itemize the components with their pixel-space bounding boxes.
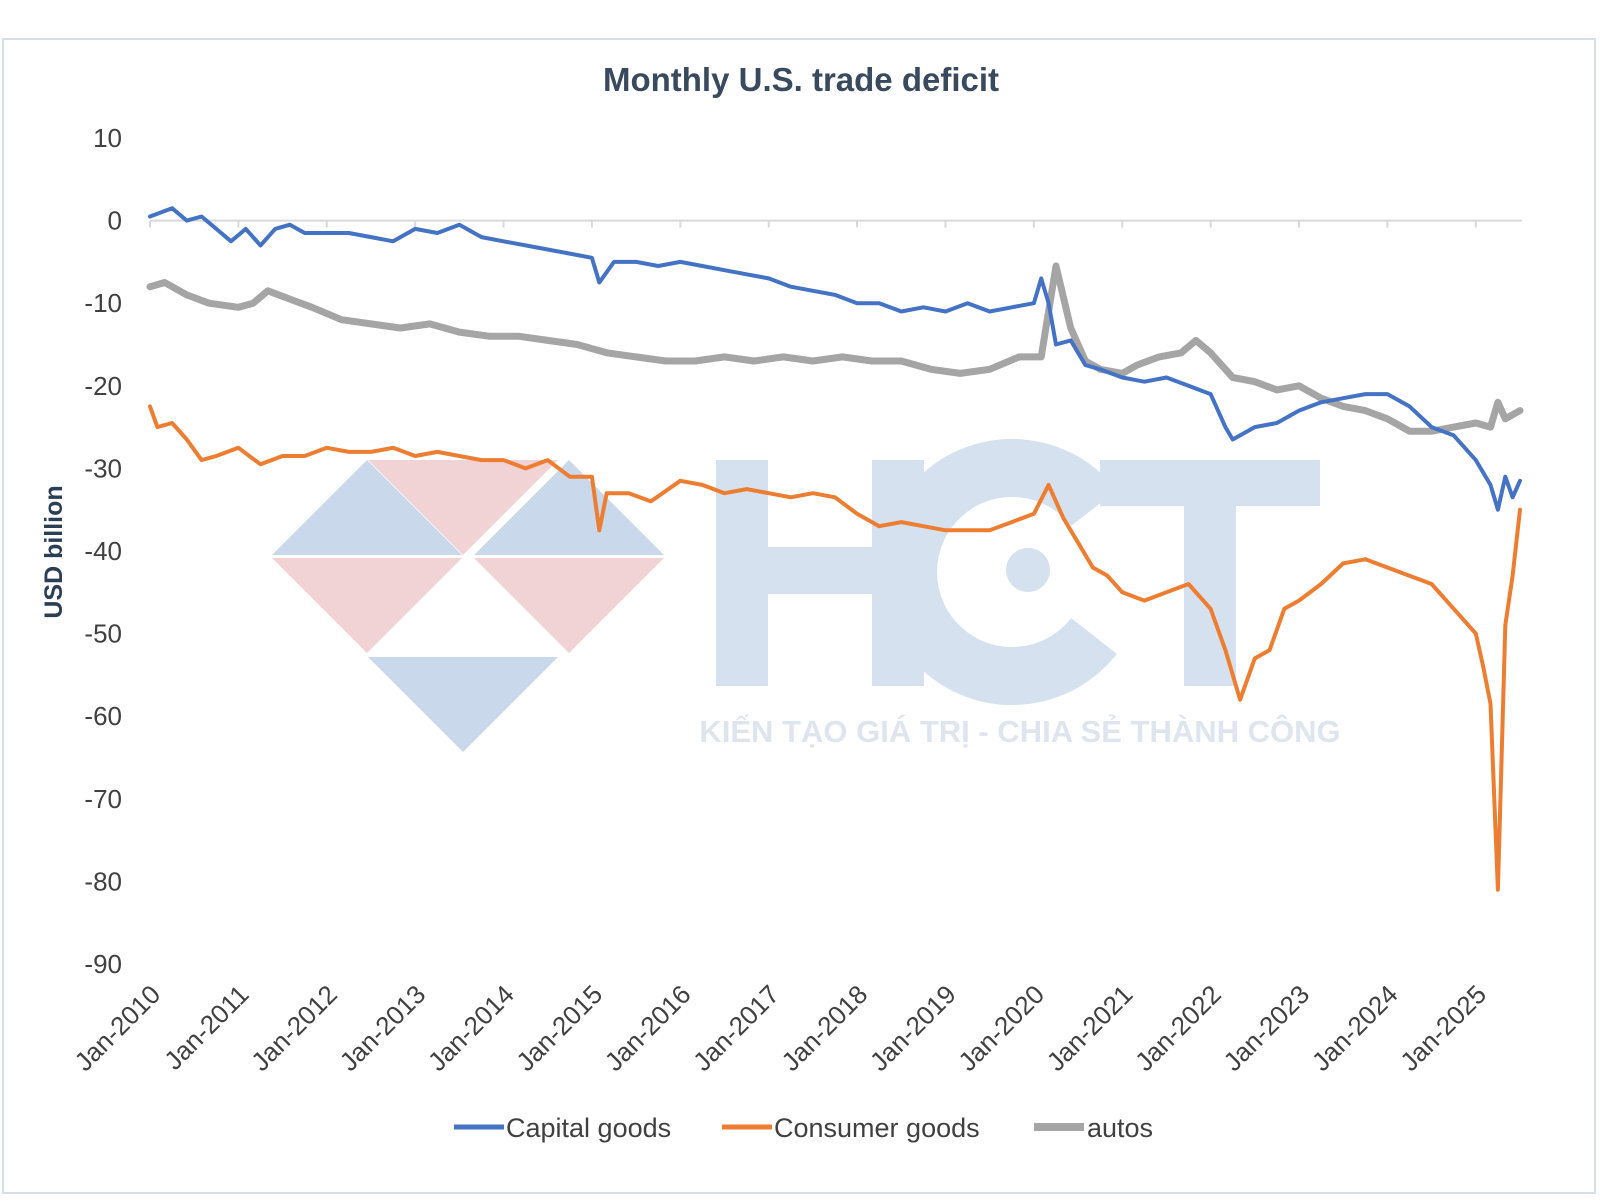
x-axis-ticks: Jan-2010Jan-2011Jan-2012Jan-2013Jan-2014… [68,220,1492,1077]
x-tick-label: Jan-2021 [1041,979,1139,1077]
x-tick-label: Jan-2016 [599,979,697,1077]
chart-frame: KIẾN TẠO GIÁ TRỊ - CHIA SẺ THÀNH CÔNG Mo… [2,38,1596,1194]
legend-label: Capital goods [506,1113,671,1143]
x-tick-label: Jan-2019 [864,979,962,1077]
legend-item-autos: autos [1034,1113,1153,1143]
series-line-capital-goods [148,206,1522,512]
watermark-shape [272,558,462,653]
legend-label: Consumer goods [774,1113,980,1143]
chart-title: Monthly U.S. trade deficit [603,61,999,98]
y-tick-label: -40 [84,536,122,566]
x-tick-label: Jan-2015 [510,979,608,1077]
y-tick-label: -50 [84,619,122,649]
y-tick-label: -30 [84,453,122,483]
watermark-shape [272,460,462,555]
x-tick-label: Jan-2025 [1394,979,1492,1077]
watermark-letters-hct [716,460,1320,686]
legend-label: autos [1087,1113,1153,1143]
watermark-tagline: KIẾN TẠO GIÁ TRỊ - CHIA SẺ THÀNH CÔNG [699,713,1340,749]
y-tick-label: 0 [108,206,122,236]
hct-watermark-logo: KIẾN TẠO GIÁ TRỊ - CHIA SẺ THÀNH CÔNG [272,439,1341,752]
y-tick-label: -80 [84,866,122,896]
x-tick-label: Jan-2023 [1217,979,1315,1077]
series-lines [146,206,1524,892]
legend: Capital goods Consumer goods autos [454,1113,1153,1143]
y-tick-label: -90 [84,949,122,979]
x-tick-label: Jan-2024 [1306,979,1404,1077]
y-axis-ticks: 10 0 -10 -20 -30 -40 -50 -60 -70 -80 -90 [84,123,122,979]
watermark-shape [474,460,664,555]
x-tick-label: Jan-2012 [245,979,343,1077]
series-line-autos [146,262,1524,435]
x-tick-label: Jan-2017 [687,979,785,1077]
series-line-consumer-goods [148,404,1522,892]
y-tick-label: -60 [84,701,122,731]
x-tick-label: Jan-2011 [158,979,255,1076]
watermark-shape [368,657,558,752]
x-tick-label: Jan-2018 [775,979,873,1077]
x-tick-label: Jan-2014 [422,979,520,1077]
watermark-letter-c [879,439,1117,705]
x-tick-label: Jan-2013 [334,979,432,1077]
x-tick-label: Jan-2022 [1129,979,1227,1077]
x-tick-label: Jan-2010 [68,979,166,1077]
y-tick-label: -70 [84,784,122,814]
trade-deficit-chart: KIẾN TẠO GIÁ TRỊ - CHIA SẺ THÀNH CÔNG Mo… [40,61,1524,1143]
watermark-shape [474,558,664,653]
y-axis-label: USD billion [40,485,68,618]
x-tick-label: Jan-2020 [952,979,1050,1077]
watermark-dot [1006,548,1050,592]
y-tick-label: 10 [93,123,122,153]
legend-item-consumer-goods: Consumer goods [722,1113,980,1143]
y-tick-label: -20 [84,371,122,401]
y-tick-label: -10 [84,288,122,318]
watermark-shape [368,460,558,555]
legend-item-capital-goods: Capital goods [454,1113,671,1143]
